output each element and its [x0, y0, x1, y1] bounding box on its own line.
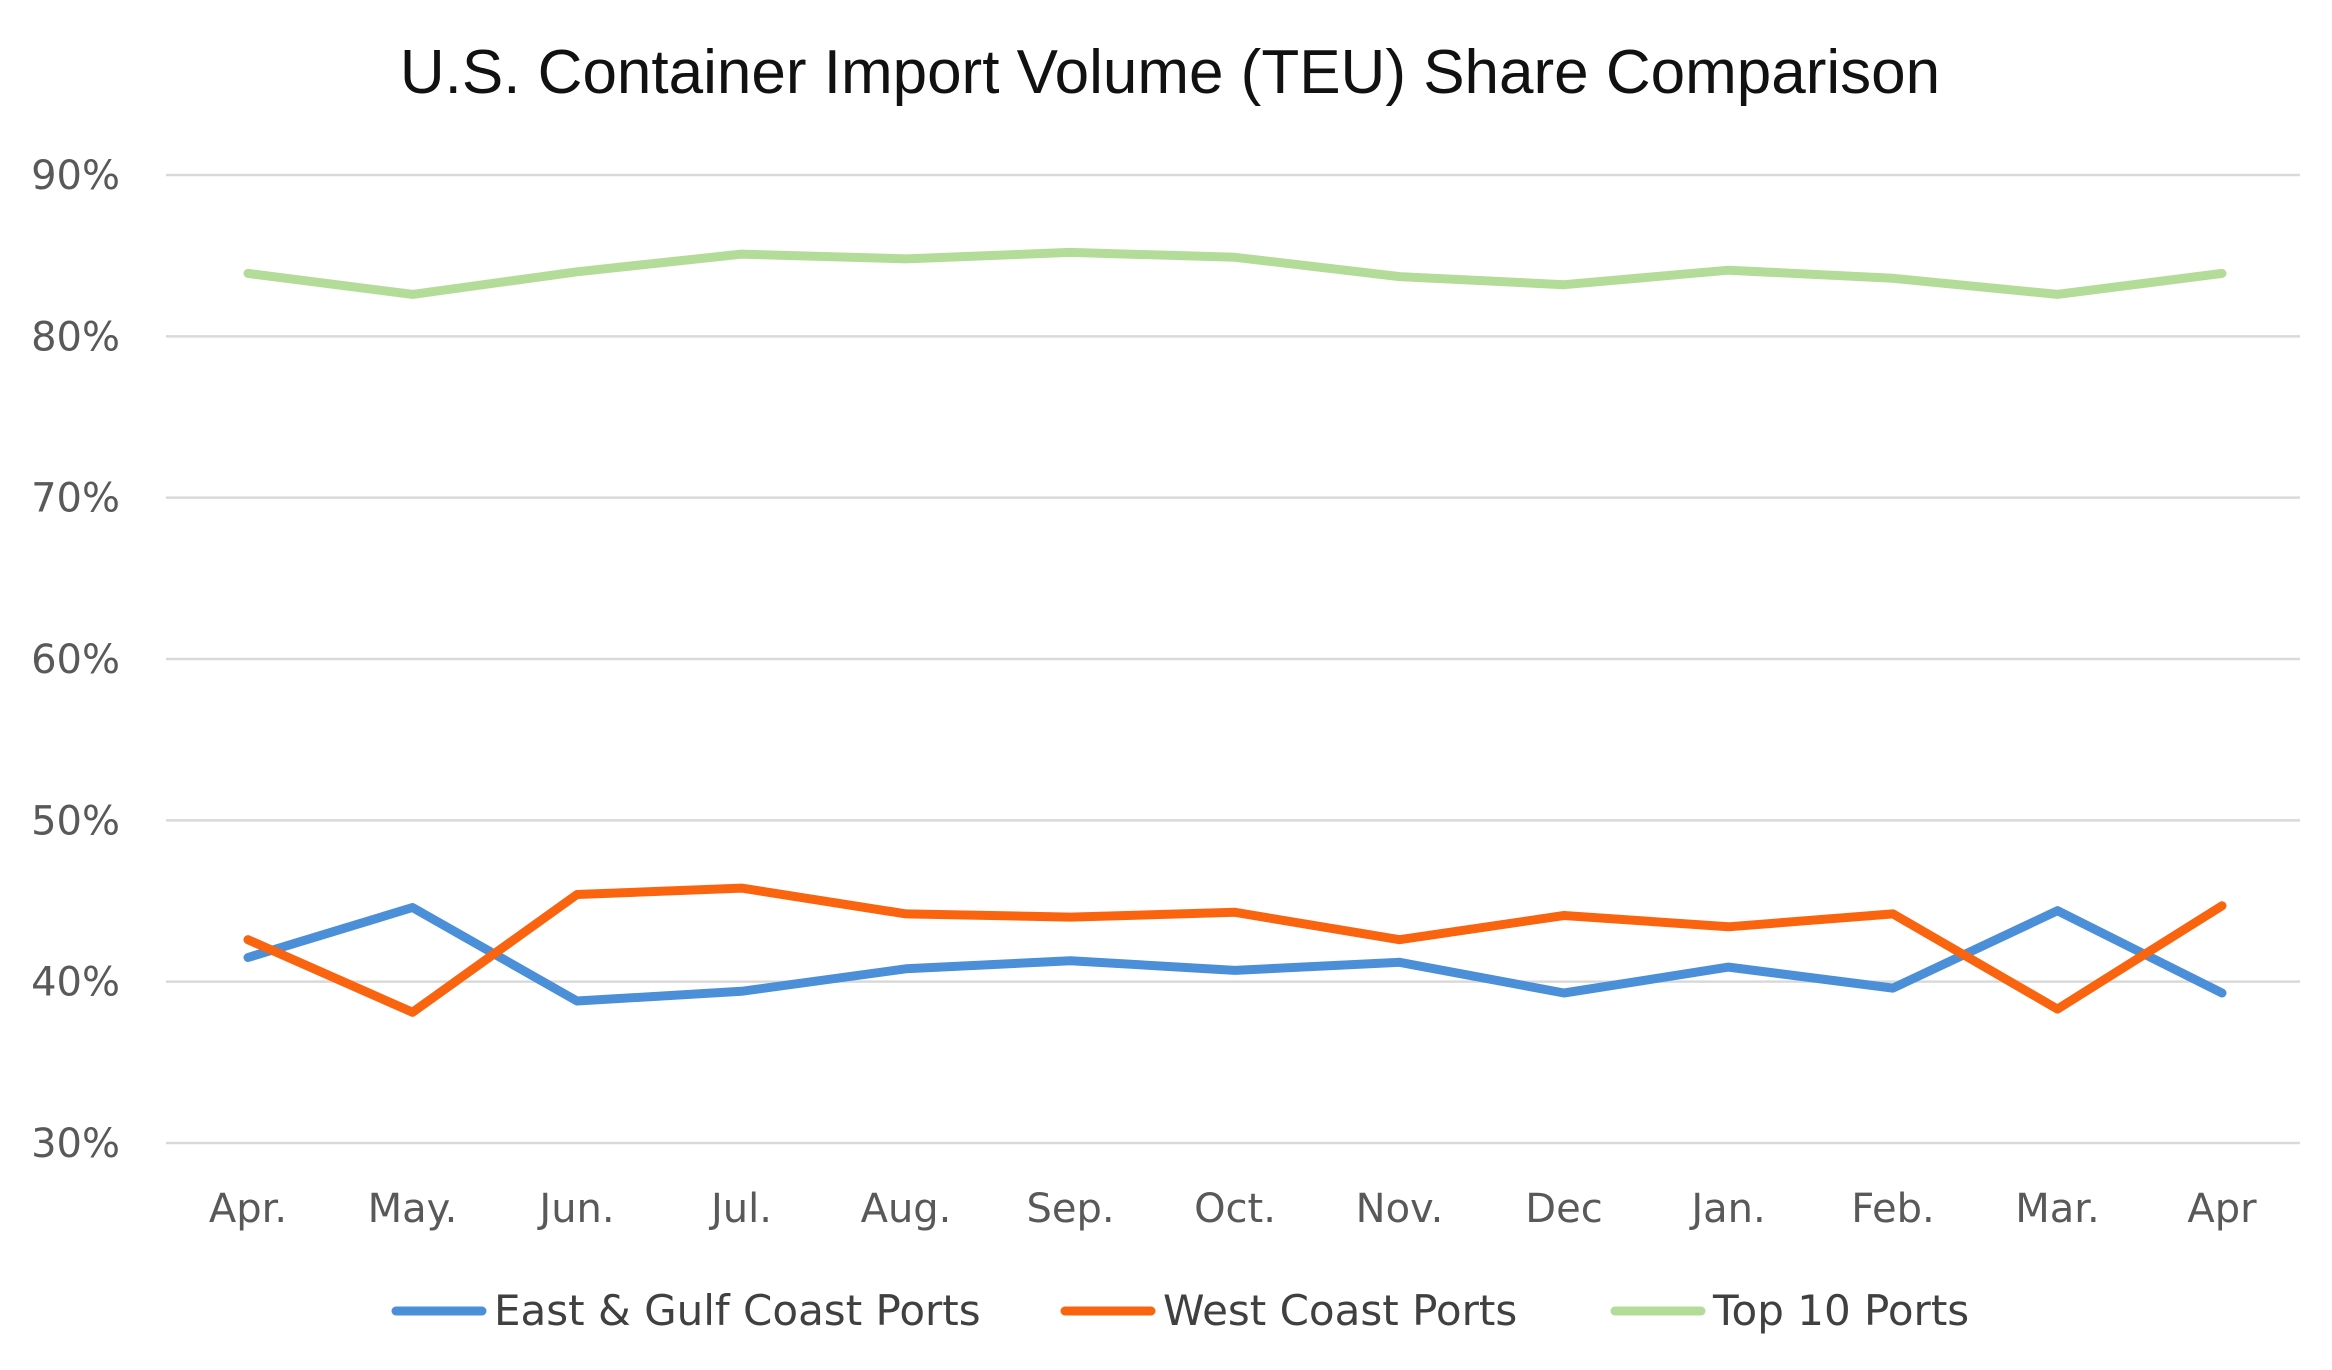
- y-axis-tick-labels: 30% 40% 50% 60% 70% 80% 90%: [31, 153, 120, 1167]
- x-tick-label: Dec: [1525, 1186, 1602, 1232]
- x-tick-label: Nov.: [1356, 1186, 1444, 1232]
- x-tick-label: May.: [368, 1186, 458, 1232]
- series-line-2: [243, 247, 2227, 299]
- x-tick-label: Jan.: [1688, 1186, 1765, 1232]
- gridlines: [166, 173, 2300, 1145]
- legend-item: East & Gulf Coast Ports: [391, 1286, 981, 1335]
- x-tick-label: Sep.: [1026, 1186, 1114, 1232]
- series-lines: [243, 247, 2227, 1017]
- y-tick-label: 80%: [31, 314, 120, 360]
- x-tick-label: Jul.: [708, 1186, 772, 1232]
- y-tick-label: 90%: [31, 153, 120, 199]
- x-tick-label: Jun.: [536, 1186, 614, 1232]
- legend-item: West Coast Ports: [1060, 1286, 1517, 1335]
- x-tick-label: Oct.: [1194, 1186, 1276, 1232]
- y-tick-label: 70%: [31, 476, 120, 522]
- x-tick-label: Aug.: [861, 1186, 952, 1232]
- chart-title: U.S. Container Import Volume (TEU) Share…: [400, 38, 1940, 107]
- x-tick-label: Apr: [2187, 1186, 2257, 1232]
- series-line-1: [243, 883, 2227, 1017]
- legend-item: Top 10 Ports: [1610, 1286, 1969, 1335]
- legend-label: West Coast Ports: [1163, 1286, 1517, 1335]
- x-tick-label: Apr.: [209, 1186, 287, 1232]
- x-axis-tick-labels: Apr. May. Jun. Jul. Aug. Sep. Oct. Nov. Dec Jan. F…: [209, 1186, 2257, 1232]
- legend-label: Top 10 Ports: [1712, 1286, 1969, 1335]
- x-tick-label: Mar.: [2015, 1186, 2100, 1232]
- legend-label: East & Gulf Coast Ports: [494, 1286, 981, 1335]
- y-tick-label: 60%: [31, 637, 120, 683]
- legend: East & Gulf Coast Ports West Coast Ports T…: [391, 1286, 1969, 1335]
- y-tick-label: 30%: [31, 1121, 120, 1167]
- x-tick-label: Feb.: [1851, 1186, 1935, 1232]
- y-tick-label: 50%: [31, 798, 120, 844]
- series-line-0: [243, 903, 2227, 1006]
- y-tick-label: 40%: [31, 960, 120, 1006]
